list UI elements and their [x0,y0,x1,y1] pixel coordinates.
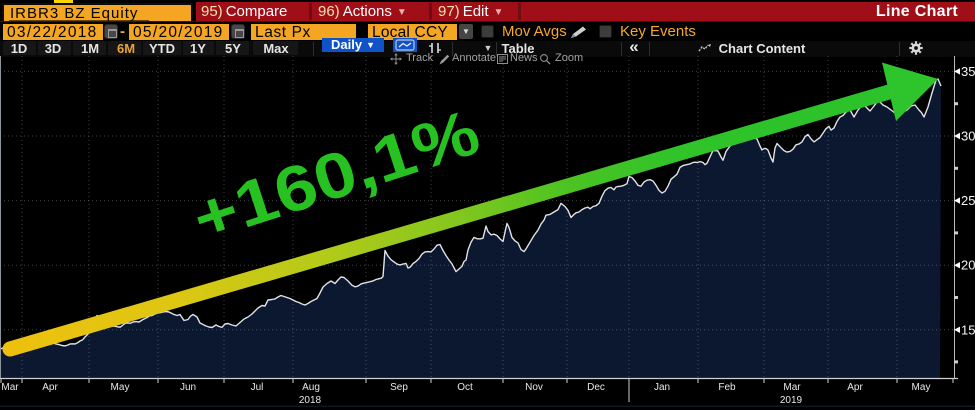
svg-text:Feb: Feb [718,382,736,393]
svg-text:May: May [912,382,931,393]
svg-text:Apr: Apr [42,382,58,393]
svg-text:Oct: Oct [457,382,473,393]
svg-text:Mar: Mar [1,382,19,393]
svg-text:Sep: Sep [390,382,408,393]
svg-text:2019: 2019 [780,395,803,406]
svg-text:15: 15 [961,322,975,337]
svg-text:Jan: Jan [654,382,670,393]
svg-text:Mar: Mar [783,382,801,393]
svg-text:Aug: Aug [302,382,320,393]
svg-text:Dec: Dec [587,382,605,393]
svg-text:May: May [111,382,130,393]
svg-text:2018: 2018 [299,395,322,406]
svg-text:Nov: Nov [525,382,543,393]
svg-text:Apr: Apr [847,382,863,393]
svg-text:25: 25 [961,193,975,208]
svg-text:Jun: Jun [180,382,196,393]
svg-text:Jul: Jul [251,382,264,393]
svg-text:20: 20 [961,258,975,273]
svg-text:30: 30 [961,129,975,144]
svg-text:+160,1%: +160,1% [184,95,488,255]
svg-text:35: 35 [961,64,975,79]
